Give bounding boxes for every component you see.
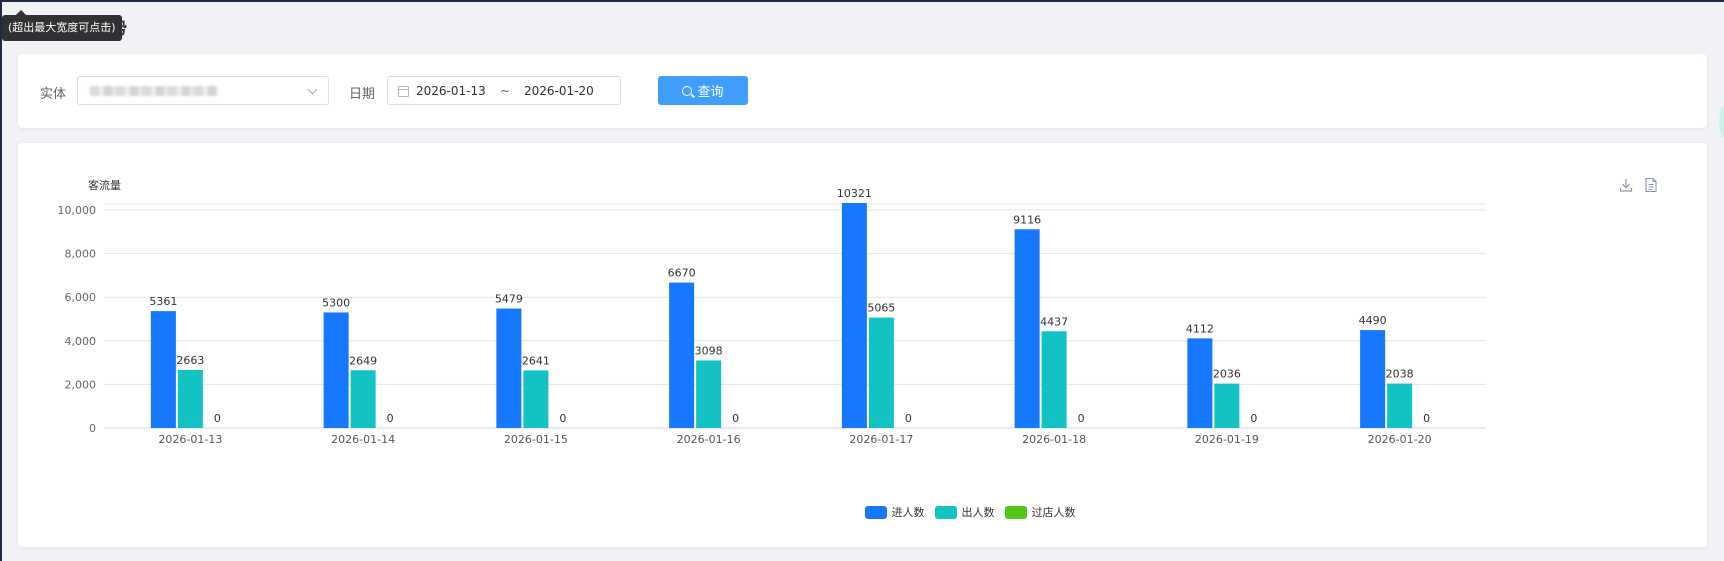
bar [1360,330,1386,428]
x-tick-label: 2026-01-13 [158,433,222,446]
bar-value-label: 0 [1423,412,1430,425]
x-tick-label: 2026-01-18 [1022,433,1086,446]
bar [1214,383,1240,428]
search-icon [682,85,693,96]
legend-item-pass[interactable]: 过店人数 [1004,504,1076,520]
floating-assistant-button[interactable] [1719,100,1724,144]
entity-value-blurred [90,86,218,96]
bar [1014,229,1040,428]
filter-panel: 实体 日期 2026-01-13 ~ 2026-01-20 查询 [18,54,1707,128]
bar-value-label: 5065 [867,302,895,315]
bar-value-label: 9116 [1013,213,1041,226]
bar-value-label: 5300 [322,296,350,309]
chevron-down-icon [307,84,318,95]
bar [496,308,522,428]
chart-panel: 客流量 0 2,000 4,000 6,000 8,000 10,000 5361 2663 0 2… [18,143,1707,547]
bar-value-label: 0 [732,412,739,425]
date-start-input[interactable]: 2026-01-13 [416,84,486,98]
bar-value-label: 2663 [176,354,204,367]
bar [1041,331,1067,428]
legend-label-out: 出人数 [961,506,995,519]
legend-label-pass: 过店人数 [1031,506,1076,519]
legend-swatch-out [934,505,957,519]
bar-value-label: 2641 [522,354,550,367]
x-tick-label: 2026-01-17 [849,433,913,446]
bar-value-label: 0 [387,412,394,425]
bar [150,311,176,428]
entity-select[interactable] [77,76,329,105]
bar-value-label: 2036 [1213,368,1241,381]
y-tick-label: 2,000 [65,378,97,391]
bar [177,369,203,428]
y-tick-label: 8,000 [65,248,97,261]
bar [1387,383,1413,428]
bar-value-label: 5361 [149,295,177,308]
x-tick-label: 2026-01-20 [1368,433,1432,446]
bar-value-label: 4490 [1359,314,1387,327]
x-tick-label: 2026-01-14 [331,433,395,446]
bar-value-label: 0 [559,412,566,425]
bar [841,203,867,428]
y-tick-label: 6,000 [65,291,97,304]
legend-swatch-pass [1004,505,1027,519]
legend-item-in[interactable]: 进人数 [864,504,925,520]
bar-value-label: 5479 [495,293,523,306]
bar-value-label: 4437 [1040,315,1068,328]
bar-value-label: 2649 [349,354,377,367]
download-icon[interactable] [1618,177,1634,193]
x-tick-label: 2026-01-19 [1195,433,1259,446]
y-tick-label: 0 [89,422,96,435]
bar [669,282,695,428]
bar-value-label: 0 [1078,412,1085,425]
legend-label-in: 进人数 [891,506,925,519]
calendar-icon [398,86,409,97]
query-button-label: 查询 [697,85,724,100]
bar-value-label: 6670 [668,267,696,280]
date-label: 日期 [349,87,376,102]
bar-value-label: 0 [905,412,912,425]
y-tick-label: 10,000 [58,204,97,217]
bar-value-label: 3098 [695,344,723,357]
y-tick-label: 4,000 [65,335,97,348]
bar [350,370,376,428]
document-icon[interactable] [1644,177,1658,193]
bar [1187,338,1213,428]
bar-chart: 客流量 0 2,000 4,000 6,000 8,000 10,000 5361 2663 0 2… [58,178,1486,446]
chart-legend: 进人数 出人数 过店人数 [18,504,1707,520]
bar-value-label: 10321 [837,187,872,200]
bar [696,360,722,428]
date-range-picker[interactable]: 2026-01-13 ~ 2026-01-20 [387,76,621,105]
bar [323,312,349,428]
date-end-input[interactable]: 2026-01-20 [524,84,594,98]
bar-value-label: 2038 [1386,368,1414,381]
bar-value-label: 0 [214,412,221,425]
bar [523,370,549,428]
tooltip: (超出最大宽度可点击) [2,10,122,41]
legend-swatch-in [864,505,887,519]
bar-value-label: 0 [1250,412,1257,425]
x-tick-label: 2026-01-16 [677,433,741,446]
bar [868,317,894,428]
x-tick-label: 2026-01-15 [504,433,568,446]
query-button[interactable]: 查询 [658,76,748,105]
date-separator: ~ [500,84,511,98]
legend-item-out[interactable]: 出人数 [934,504,995,520]
entity-label: 实体 [40,87,67,102]
bar-value-label: 4112 [1186,322,1214,335]
y-axis-title: 客流量 [88,178,121,192]
